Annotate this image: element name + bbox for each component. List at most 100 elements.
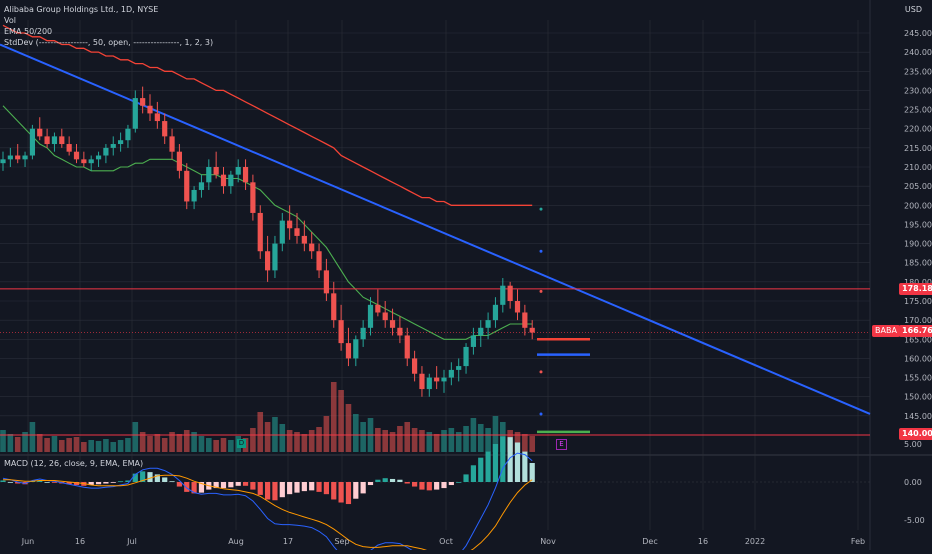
candle-body bbox=[66, 144, 72, 152]
macd-histogram-bar bbox=[95, 482, 102, 485]
time-tick-label: 2022 bbox=[745, 537, 765, 546]
projection-dot bbox=[539, 289, 543, 293]
signal-line bbox=[3, 474, 533, 554]
macd-histogram-bar bbox=[51, 482, 58, 483]
macd-histogram-bar bbox=[500, 436, 506, 482]
volume-bar bbox=[338, 390, 344, 452]
macd-histogram-bar bbox=[242, 482, 249, 486]
macd-legend[interactable]: MACD (12, 26, close, 9, EMA, EMA) bbox=[4, 459, 144, 468]
candle-body bbox=[265, 251, 271, 271]
earnings-marker[interactable]: E bbox=[556, 439, 567, 450]
candle-body bbox=[294, 228, 300, 236]
candle-body bbox=[478, 327, 484, 336]
macd-histogram-bar bbox=[345, 482, 352, 505]
candle-body bbox=[514, 301, 521, 313]
macd-histogram-bar bbox=[331, 482, 337, 500]
candle-body bbox=[250, 182, 256, 213]
macd-histogram-bar bbox=[154, 474, 160, 482]
price-tick-label: 190.00 bbox=[904, 240, 932, 249]
macd-histogram-bar bbox=[250, 482, 256, 490]
volume-bar bbox=[139, 432, 146, 452]
macd-histogram-bar bbox=[213, 482, 219, 489]
volume-bar bbox=[345, 404, 352, 452]
volume-bar bbox=[154, 434, 161, 452]
macd-histogram-bar bbox=[441, 482, 447, 489]
time-tick-label: Nov bbox=[540, 537, 556, 546]
stddev-indicator-label[interactable]: StdDev (-----------------, 50, open, ---… bbox=[4, 38, 214, 47]
volume-bar bbox=[485, 428, 491, 452]
time-tick-label: Jul bbox=[126, 537, 137, 546]
macd-histogram-bar bbox=[514, 442, 521, 482]
macd-tick-label: 0.00 bbox=[904, 478, 922, 487]
volume-bar bbox=[433, 434, 440, 452]
volume-bar bbox=[29, 422, 36, 452]
candle-body bbox=[316, 251, 322, 271]
volume-bar bbox=[397, 426, 403, 452]
price-tick-label: 180.00 bbox=[904, 278, 932, 287]
candle-body bbox=[272, 243, 278, 271]
time-tick-label: 16 bbox=[75, 537, 85, 546]
volume-bar bbox=[103, 439, 109, 452]
macd-histogram-bar bbox=[338, 482, 344, 503]
volume-bar bbox=[308, 430, 315, 452]
projection-dot bbox=[539, 412, 543, 416]
macd-histogram-bar bbox=[412, 482, 418, 487]
candle-body bbox=[44, 136, 50, 145]
candle-body bbox=[110, 144, 116, 148]
horizontal-levels-layer[interactable] bbox=[0, 288, 870, 436]
candle-body bbox=[59, 136, 65, 145]
ema-indicator-label[interactable]: EMA 50/200 bbox=[4, 27, 53, 36]
macd-histogram-bar bbox=[404, 482, 410, 484]
macd-histogram-bar bbox=[118, 481, 124, 483]
candle-body bbox=[176, 151, 182, 171]
projection-dot bbox=[539, 370, 543, 374]
macd-histogram-bar bbox=[316, 482, 322, 492]
price-tick-label: 150.00 bbox=[904, 393, 932, 402]
macd-histogram-bar bbox=[470, 465, 476, 482]
volume-bar bbox=[264, 422, 271, 452]
time-tick-label: Sep bbox=[334, 537, 349, 546]
time-tick-label: Oct bbox=[439, 537, 453, 546]
level-price-tag-178[interactable]: 178.18 bbox=[899, 283, 932, 295]
price-tick-label: 195.00 bbox=[904, 220, 932, 229]
volume-bar bbox=[382, 430, 388, 452]
symbol-title[interactable]: Alibaba Group Holdings Ltd., 1D, NYSE bbox=[4, 5, 159, 14]
volume-bar bbox=[183, 430, 190, 452]
macd-histogram-bar bbox=[37, 480, 43, 482]
volume-bar bbox=[228, 440, 234, 452]
macd-histogram-bar bbox=[367, 482, 374, 486]
volume-bar bbox=[88, 440, 94, 452]
macd-histogram-bar bbox=[375, 479, 381, 482]
macd-histogram-bar bbox=[7, 482, 13, 483]
macd-histogram-bar bbox=[110, 482, 116, 483]
volume-bar bbox=[389, 432, 396, 452]
currency-label[interactable]: USD bbox=[904, 5, 922, 14]
level-price-tag-140[interactable]: 140.00 bbox=[899, 428, 932, 440]
price-tick-label: 230.00 bbox=[904, 86, 932, 95]
axis-layer: 245.00 240.00 235.00 230.00 225.00 220.00 215.… bbox=[21, 29, 932, 546]
volume-bar bbox=[22, 432, 28, 452]
candle-body bbox=[456, 366, 462, 370]
symbol-badge: BABA bbox=[872, 325, 900, 337]
volume-bar bbox=[360, 422, 366, 452]
candle-body bbox=[257, 212, 263, 252]
macd-histogram-bar bbox=[66, 482, 72, 485]
dividend-marker[interactable]: D bbox=[237, 439, 246, 448]
trendline-layer[interactable] bbox=[0, 43, 871, 415]
candle-body bbox=[507, 285, 513, 301]
macd-histogram-bar bbox=[492, 444, 499, 482]
volume-bar bbox=[522, 434, 528, 452]
candle-body bbox=[404, 335, 410, 359]
volume-bar bbox=[455, 432, 462, 452]
macd-line bbox=[2, 452, 533, 554]
macd-histogram-bar bbox=[162, 477, 168, 482]
macd-histogram-bar bbox=[507, 437, 513, 482]
volume-bar bbox=[426, 432, 433, 452]
volume-bar bbox=[125, 438, 131, 452]
candle-body bbox=[0, 159, 6, 164]
volume-indicator-label[interactable]: Vol bbox=[4, 16, 16, 25]
candle-body bbox=[228, 174, 234, 187]
macd-histogram-bar bbox=[169, 481, 175, 483]
